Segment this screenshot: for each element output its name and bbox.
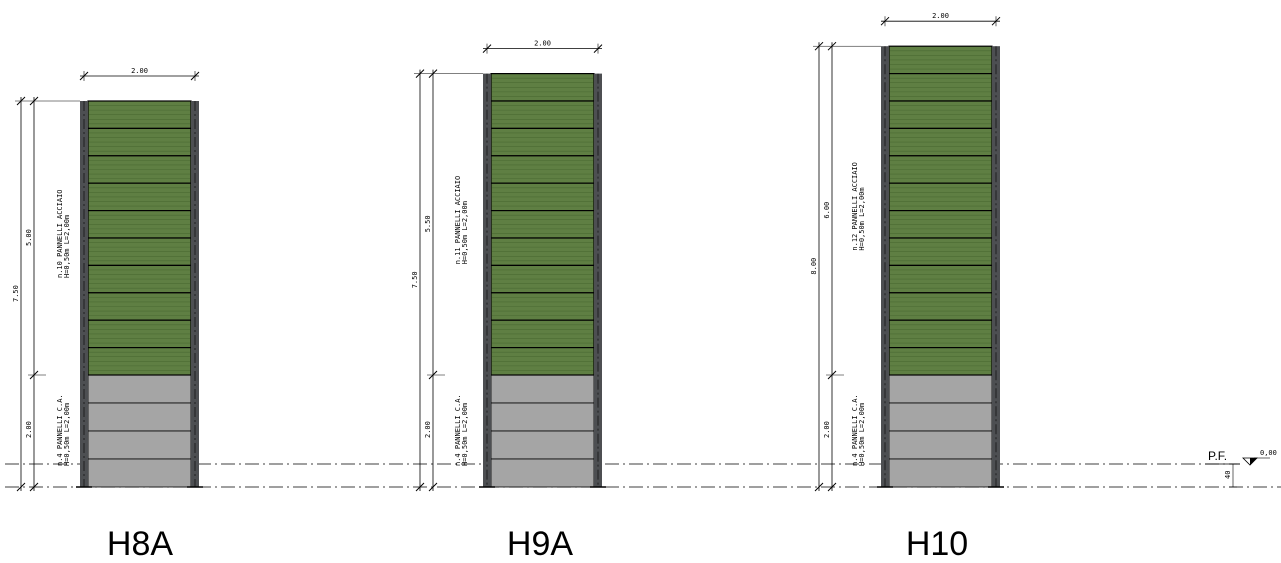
total-height-tick-top [16, 96, 26, 106]
wall-h10: 2.008.006.002.00n.12 PANNELLI ACCIAIO H=0… [810, 12, 1004, 563]
total-height-label: 7.50 [12, 285, 20, 302]
steel-panel-note-line1: n.10 PANNELLI ACCIAIO [56, 189, 64, 278]
width-tick-left [880, 16, 890, 26]
concrete-panel [490, 458, 595, 488]
concrete-panel [87, 402, 192, 432]
steel-height-tick-bottom [428, 370, 438, 380]
total-height-tick-bottom [415, 482, 425, 492]
wall-type-label: H9A [507, 525, 573, 563]
walls: 2.007.505.002.00n.10 PANNELLI ACCIAIO H=0… [12, 12, 1004, 563]
level-label: 0,00 [1260, 449, 1277, 457]
steel-height-label: 5.00 [25, 229, 33, 246]
steel-height-tick-bottom [29, 370, 39, 380]
concrete-height-tick-bottom [827, 482, 837, 492]
concrete-panel [87, 430, 192, 460]
concrete-panel-note-line2: H=0,50m L=2,00m [461, 403, 469, 466]
concrete-panel-note-line2: H=0,50m L=2,00m [63, 403, 71, 466]
steel-panel-note-line2: H=0,50m L=2,00m [858, 187, 866, 250]
steel-height-label: 5.50 [424, 215, 432, 232]
pf-label: P.F. [1208, 449, 1227, 463]
wall-type-label: H8A [107, 525, 173, 563]
total-height-label: 7.50 [411, 271, 419, 288]
width-tick-right [593, 44, 603, 53]
total-height-label: 8.00 [810, 258, 818, 275]
concrete-panel-note-line1: n.4 PANNELLI C.A. [454, 394, 462, 466]
width-label: 2.00 [534, 40, 551, 48]
width-label: 2.00 [932, 12, 949, 20]
concrete-panel-note-line1: n.4 PANNELLI C.A. [851, 394, 859, 466]
steel-height-tick-top [827, 41, 837, 51]
concrete-height-label: 2.00 [25, 421, 33, 438]
concrete-height-tick-bottom [428, 482, 438, 492]
concrete-panel [87, 458, 192, 488]
concrete-panel [87, 374, 192, 404]
concrete-height-tick-bottom [29, 482, 39, 492]
concrete-height-label: 2.00 [823, 421, 831, 438]
total-height-tick-bottom [16, 482, 26, 492]
depth-label: 40 [1224, 471, 1232, 479]
concrete-panel [888, 430, 993, 460]
concrete-panel-note-line1: n.4 PANNELLI C.A. [56, 394, 64, 466]
wall-type-label: H10 [906, 525, 968, 563]
total-height-tick-bottom [814, 482, 824, 492]
steel-panel-note-line1: n.11 PANNELLI ACCIAIO [454, 176, 462, 265]
concrete-panel [490, 430, 595, 460]
width-tick-right [991, 16, 1001, 26]
steel-height-label: 6.00 [823, 202, 831, 219]
steel-panel-note-line2: H=0,50m L=2,00m [63, 215, 71, 278]
width-tick-right [190, 71, 200, 81]
concrete-panel [888, 402, 993, 432]
total-height-tick-top [814, 41, 824, 51]
width-label: 2.00 [131, 67, 148, 75]
steel-height-tick-bottom [827, 370, 837, 380]
steel-height-tick-top [428, 69, 438, 78]
concrete-panel [490, 374, 595, 404]
steel-panel-note-line2: H=0,50m L=2,00m [461, 201, 469, 264]
level-marker: P.F. 0,00 40 [1208, 449, 1277, 488]
width-tick-left [79, 71, 89, 81]
width-tick-left [482, 44, 492, 53]
concrete-panel [888, 374, 993, 404]
concrete-panel [490, 402, 595, 432]
total-height-tick-top [415, 69, 425, 78]
steel-panel-note-line1: n.12 PANNELLI ACCIAIO [851, 162, 859, 251]
wall-h8a: 2.007.505.002.00n.10 PANNELLI ACCIAIO H=0… [12, 67, 203, 563]
concrete-height-label: 2.00 [424, 421, 432, 438]
wall-h9a: 2.007.505.502.00n.11 PANNELLI ACCIAIO H=0… [411, 40, 606, 563]
level-triangle-fill [1250, 458, 1257, 465]
concrete-panel [888, 458, 993, 488]
steel-height-tick-top [29, 96, 39, 106]
concrete-panel-note-line2: H=0,50m L=2,00m [858, 403, 866, 466]
